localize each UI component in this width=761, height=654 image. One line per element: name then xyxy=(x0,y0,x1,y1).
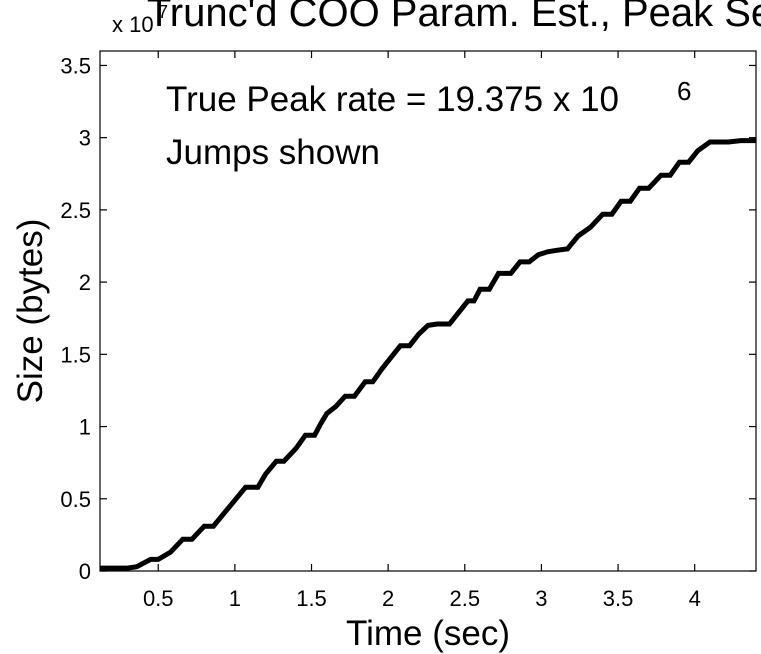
x-tick-label: 2 xyxy=(382,586,394,611)
y-tick-label: 0 xyxy=(79,559,91,584)
y-tick-label: 0.5 xyxy=(60,487,91,512)
y-axis: 0 0.5 1 1.5 2 2.5 3 3.5 xyxy=(60,53,756,584)
y-tick-label: 1 xyxy=(79,415,91,440)
x-axis-label: Time (sec) xyxy=(346,614,510,653)
x-tick-label: 3.5 xyxy=(603,586,634,611)
x-tick-label: 4 xyxy=(689,586,701,611)
x-axis: 0.5 1 1.5 2 2.5 3 3.5 4 xyxy=(143,51,701,611)
plot-area xyxy=(99,50,757,572)
y-tick-label: 1.5 xyxy=(60,342,91,367)
y-multiplier-exponent: 7 xyxy=(158,2,168,22)
x-tick-label: 0.5 xyxy=(143,586,174,611)
y-tick-label: 3.5 xyxy=(60,53,91,78)
x-tick-label: 3 xyxy=(535,586,547,611)
y-axis-label: Size (bytes) xyxy=(11,219,50,404)
x-tick-label: 2.5 xyxy=(449,586,480,611)
annotation-jumps-shown: Jumps shown xyxy=(166,133,380,172)
chart-title: Trunc'd COO Param. Est., Peak Ses xyxy=(147,0,761,35)
y-tick-label: 2.5 xyxy=(60,198,91,223)
y-axis-multiplier: x 10 7 xyxy=(112,2,168,37)
y-tick-label: 3 xyxy=(79,126,91,151)
data-line xyxy=(100,138,756,571)
y-tick-label: 2 xyxy=(79,270,91,295)
annotation-peak-rate-exponent: 6 xyxy=(677,76,691,106)
annotation-peak-rate: True Peak rate = 19.375 x 10 xyxy=(166,80,619,119)
y-multiplier-base: x 10 xyxy=(112,12,154,37)
x-tick-label: 1 xyxy=(229,586,241,611)
x-tick-label: 1.5 xyxy=(296,586,327,611)
